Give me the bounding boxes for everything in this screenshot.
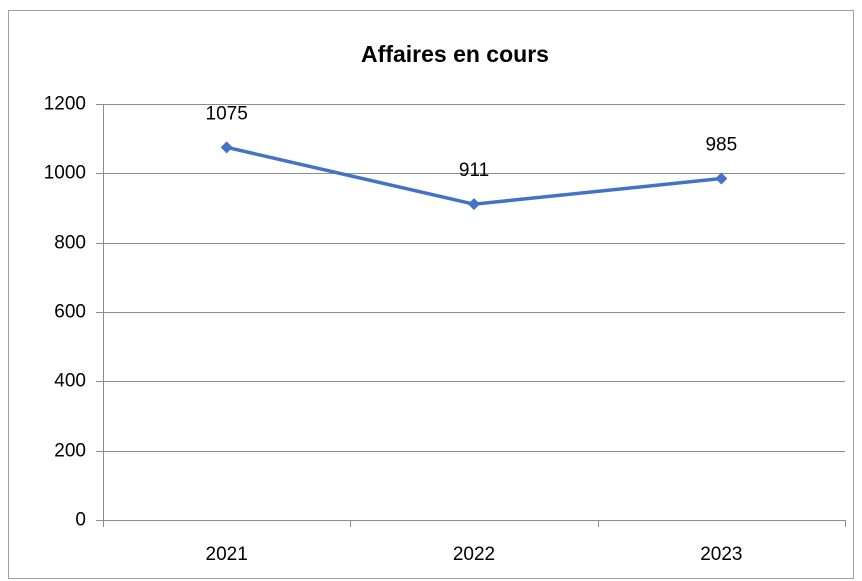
data-label: 911	[459, 160, 489, 181]
marker	[468, 198, 480, 211]
chart-border	[8, 10, 854, 579]
marker	[715, 172, 728, 185]
y-tick-label: 1200	[44, 94, 86, 115]
x-tick-label: 2022	[453, 544, 495, 565]
x-tick-label: 2023	[700, 544, 742, 565]
chart-title: Affaires en cours	[361, 41, 549, 67]
y-tick-label: 200	[54, 441, 86, 462]
y-tick-label: 1000	[44, 163, 86, 184]
x-tick-label: 2021	[206, 544, 248, 565]
y-tick-label: 800	[54, 233, 86, 254]
data-label: 985	[705, 135, 737, 156]
y-tick-label: 0	[75, 510, 86, 531]
marker	[220, 141, 233, 154]
y-tick-label: 400	[54, 371, 86, 392]
data-label: 1075	[206, 103, 248, 124]
y-tick-label: 600	[54, 302, 86, 323]
